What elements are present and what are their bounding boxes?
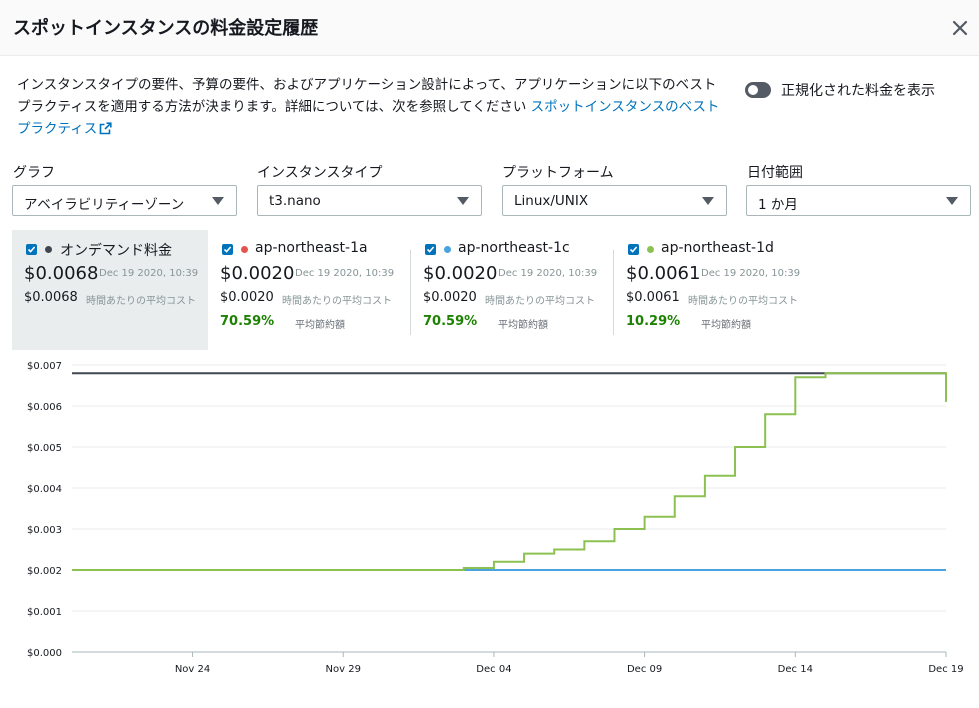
price-timestamp: Dec 19 2020, 10:39	[701, 268, 801, 279]
series-name: ap-northeast-1c	[458, 240, 570, 256]
savings-label: 平均節約額	[701, 320, 751, 331]
price-card-ap-northeast-1c[interactable]: ap-northeast-1c $0.0020 Dec 19 2020, 10:…	[411, 230, 611, 350]
check-icon	[27, 246, 36, 253]
modal-header: スポットインスタンスの料金設定履歴	[0, 0, 979, 56]
card-divider	[410, 250, 411, 335]
instance-type-select-value: t3.nano	[269, 193, 321, 209]
savings-percent: 70.59%	[220, 314, 275, 329]
y-tick-label: $0.001	[27, 607, 62, 618]
average-cost-label: 時間あたりの平均コスト	[282, 296, 392, 307]
price-timestamp: Dec 19 2020, 10:39	[295, 268, 395, 279]
x-tick-label: Nov 29	[326, 664, 361, 675]
x-tick-label: Dec 09	[627, 664, 662, 675]
caret-down-icon	[946, 197, 958, 205]
series-checkbox[interactable]	[425, 244, 436, 255]
series-checkbox[interactable]	[26, 244, 37, 255]
series-color-dot	[241, 246, 248, 253]
savings-percent: 10.29%	[626, 314, 681, 329]
normalized-price-toggle-label: 正規化された料金を表示	[781, 83, 935, 99]
average-cost-label: 時間あたりの平均コスト	[86, 296, 196, 307]
average-cost: $0.0020	[220, 290, 274, 305]
x-tick-label: Nov 24	[175, 664, 210, 675]
check-icon	[629, 246, 638, 253]
price-card-on-demand[interactable]: オンデマンド料金 $0.0068 Dec 19 2020, 10:39 $0.0…	[12, 230, 208, 350]
description: インスタンスタイプの要件、予算の要件、およびアプリケーション設計によって、アプリ…	[17, 74, 723, 140]
caret-down-icon	[212, 197, 224, 205]
series-color-dot	[647, 246, 654, 253]
savings-label: 平均節約額	[295, 320, 345, 331]
savings-label: 平均節約額	[498, 320, 548, 331]
platform-select[interactable]: Linux/UNIX	[502, 185, 727, 216]
price-card-ap-northeast-1a[interactable]: ap-northeast-1a $0.0020 Dec 19 2020, 10:…	[208, 230, 404, 350]
x-tick-label: Dec 19	[928, 664, 963, 675]
price-timestamp: Dec 19 2020, 10:39	[498, 268, 598, 279]
x-tick-label: Dec 14	[778, 664, 813, 675]
series-checkbox[interactable]	[222, 244, 233, 255]
best-practices-link[interactable]: スポットインスタンスのベストプラクティス	[17, 99, 719, 137]
y-tick-label: $0.007	[27, 361, 62, 372]
card-divider	[613, 250, 614, 335]
price-history-chart[interactable]: $0.007 $0.006 $0.005 $0.004 $0.003 $0.002 $0.0…	[0, 350, 979, 690]
y-tick-label: $0.004	[27, 484, 62, 495]
check-icon	[426, 246, 435, 253]
platform-filter-label: プラットフォーム	[502, 165, 614, 181]
series-line-ap-northeast-1d	[72, 372, 947, 571]
best-practices-link-text: スポットインスタンスのベストプラクティス	[17, 99, 720, 137]
price-timestamp: Dec 19 2020, 10:39	[99, 268, 199, 279]
platform-select-value: Linux/UNIX	[514, 193, 589, 209]
current-price: $0.0061	[626, 263, 701, 284]
average-cost-label: 時間あたりの平均コスト	[688, 296, 798, 307]
current-price: $0.0020	[220, 263, 295, 284]
x-tick-label: Dec 04	[476, 664, 511, 675]
series-name: ap-northeast-1d	[661, 240, 774, 256]
savings-percent: 70.59%	[423, 314, 478, 329]
graph-select[interactable]: アベイラビリティーゾーン	[12, 185, 237, 216]
series-color-dot	[444, 246, 451, 253]
external-link-icon	[99, 122, 112, 135]
average-cost: $0.0061	[626, 290, 680, 305]
series-color-dot	[45, 246, 52, 253]
check-icon	[223, 246, 232, 253]
y-tick-label: $0.002	[27, 566, 62, 577]
caret-down-icon	[702, 197, 714, 205]
series-name: オンデマンド料金	[60, 243, 172, 259]
normalized-price-toggle-group: 正規化された料金を表示	[745, 80, 935, 100]
series-checkbox[interactable]	[628, 244, 639, 255]
modal-title: スポットインスタンスの料金設定履歴	[13, 18, 319, 39]
instance-type-filter-label: インスタンスタイプ	[257, 165, 383, 181]
date-range-filter-label: 日付範囲	[747, 165, 803, 181]
toggle-knob	[748, 85, 758, 95]
close-button[interactable]	[946, 14, 974, 42]
current-price: $0.0068	[24, 263, 99, 284]
average-cost: $0.0068	[24, 290, 78, 305]
y-tick-label: $0.005	[27, 443, 62, 454]
y-tick-label: $0.006	[27, 402, 62, 413]
current-price: $0.0020	[423, 263, 498, 284]
average-cost: $0.0020	[423, 290, 477, 305]
y-tick-label: $0.000	[27, 648, 62, 659]
average-cost-label: 時間あたりの平均コスト	[485, 296, 595, 307]
y-tick-label: $0.003	[27, 525, 62, 536]
series-name: ap-northeast-1a	[255, 240, 368, 256]
close-icon	[952, 20, 968, 36]
normalized-price-toggle[interactable]	[745, 82, 771, 98]
date-range-select[interactable]: 1 か月	[746, 185, 971, 216]
caret-down-icon	[457, 197, 469, 205]
graph-filter-label: グラフ	[13, 165, 55, 181]
graph-select-value: アベイラビリティーゾーン	[24, 197, 185, 213]
price-card-ap-northeast-1d[interactable]: ap-northeast-1d $0.0061 Dec 19 2020, 10:…	[614, 230, 814, 350]
description-text: インスタンスタイプの要件、予算の要件、およびアプリケーション設計によって、アプリ…	[17, 77, 717, 115]
instance-type-select[interactable]: t3.nano	[257, 185, 482, 216]
date-range-select-value: 1 か月	[758, 197, 798, 213]
